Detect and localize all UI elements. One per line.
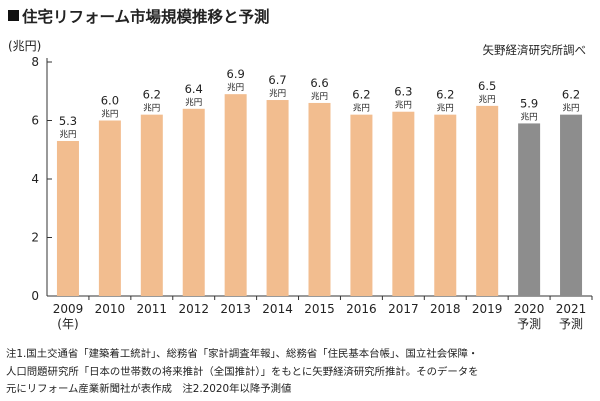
x-tick-label: 2016: [346, 302, 377, 316]
bar-unit-label: 兆円: [101, 109, 118, 120]
bar-unit-label: 兆円: [143, 103, 160, 114]
bar-unit-label: 兆円: [437, 103, 454, 114]
bar-value-label: 6.0: [101, 94, 119, 108]
bar-unit-label: 兆円: [311, 91, 328, 102]
bar-value-label: 6.4: [185, 82, 203, 96]
bar-unit-label: 兆円: [353, 103, 370, 114]
y-tick-label: 2: [31, 231, 39, 245]
bar-unit-label: 兆円: [563, 103, 580, 114]
x-sublabel: 予測: [517, 317, 541, 331]
bar-value-label: 6.2: [562, 88, 580, 102]
y-axis-unit-label: (兆円): [8, 39, 41, 53]
x-tick-label: 2018: [430, 302, 461, 316]
bar-value-label: 6.6: [310, 76, 328, 90]
y-tick-label: 4: [31, 172, 39, 186]
x-tick-label: 2012: [178, 302, 209, 316]
bar-unit-label: 兆円: [59, 129, 76, 140]
x-tick-label: 2017: [388, 302, 419, 316]
bar-value-label: 6.3: [394, 85, 412, 99]
bar-value-label: 6.2: [352, 88, 370, 102]
bar-unit-label: 兆円: [395, 100, 412, 111]
source-label: 矢野経済研究所調べ: [482, 43, 587, 57]
y-tick-label: 0: [31, 289, 39, 303]
bar: [56, 140, 79, 296]
bar: [308, 102, 331, 296]
bar: [476, 105, 499, 296]
x-tick-label: 2014: [262, 302, 293, 316]
bar: [140, 114, 163, 297]
bar-unit-label: 兆円: [521, 111, 538, 122]
x-sublabel: 予測: [559, 317, 583, 331]
bar: [182, 108, 205, 296]
bar-value-label: 6.2: [143, 88, 161, 102]
bar-value-label: 6.7: [268, 73, 286, 87]
bar: [518, 123, 541, 296]
bar-value-label: 6.9: [227, 67, 245, 81]
footnote-line: 元にリフォーム産業新聞社が表作成 注2.2020年以降予測値: [6, 383, 292, 395]
x-tick-label: 2010: [95, 302, 126, 316]
bar-value-label: 6.5: [478, 79, 496, 93]
bar-value-label: 5.9: [520, 96, 538, 110]
x-tick-label: 2020: [514, 302, 545, 316]
bar: [392, 111, 415, 296]
bar-unit-label: 兆円: [269, 88, 286, 99]
bar-unit-label: 兆円: [227, 82, 244, 93]
x-tick-label: 2021: [556, 302, 587, 316]
bar-unit-label: 兆円: [185, 97, 202, 108]
footnote-line: 注1.国土交通省「建築着工統計」、総務省「家計調査年報」、総務省「住民基本台帳」…: [6, 348, 479, 360]
y-tick-label: 6: [31, 114, 39, 128]
x-tick-label: 2009: [53, 302, 84, 316]
y-tick-label: 8: [31, 55, 39, 69]
bar-value-label: 6.2: [436, 88, 454, 102]
chart-title: 住宅リフォーム市場規模推移と予測: [22, 8, 270, 26]
x-tick-label: 2011: [137, 302, 168, 316]
bar: [224, 94, 247, 296]
bar-unit-label: 兆円: [479, 94, 496, 105]
footnotes: 注1.国土交通省「建築着工統計」、総務省「家計調査年報」、総務省「住民基本台帳」…: [6, 346, 596, 399]
title-square-icon: [8, 10, 19, 21]
x-tick-label: 2013: [220, 302, 251, 316]
footnote-line: 人口問題研究所「日本の世帯数の将来推計（全国推計）」をもとに矢野経済研究所推計。…: [6, 365, 479, 378]
x-tick-label: 2015: [304, 302, 335, 316]
bar: [350, 114, 373, 297]
bar: [434, 114, 457, 297]
bar: [266, 100, 289, 297]
bar: [560, 114, 583, 297]
bar: [98, 120, 121, 296]
bar-value-label: 5.3: [59, 114, 77, 128]
x-tick-label: 2019: [472, 302, 503, 316]
x-axis-unit-label: (年): [57, 317, 78, 331]
